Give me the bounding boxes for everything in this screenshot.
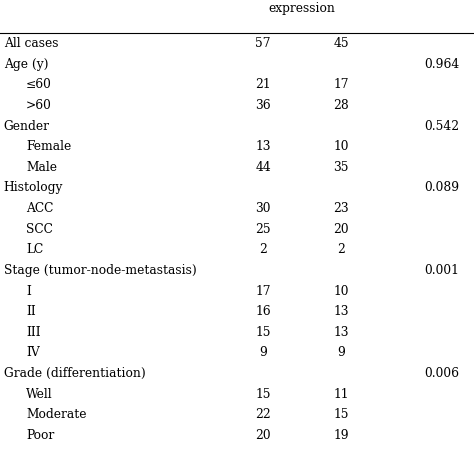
Text: Well: Well	[26, 388, 53, 401]
Text: Histology: Histology	[4, 182, 63, 194]
Text: 9: 9	[259, 346, 267, 359]
Text: 0.089: 0.089	[424, 182, 459, 194]
Text: 15: 15	[255, 388, 271, 401]
Text: 2: 2	[259, 243, 267, 256]
Text: 22: 22	[255, 408, 271, 421]
Text: 35: 35	[334, 161, 349, 174]
Text: Male: Male	[26, 161, 57, 174]
Text: 0.542: 0.542	[424, 119, 459, 133]
Text: 0.006: 0.006	[424, 367, 459, 380]
Text: 13: 13	[334, 326, 349, 339]
Text: >60: >60	[26, 99, 52, 112]
Text: III: III	[26, 326, 41, 339]
Text: 44: 44	[255, 161, 271, 174]
Text: Stage (tumor-node-metastasis): Stage (tumor-node-metastasis)	[4, 264, 197, 277]
Text: 20: 20	[255, 429, 271, 442]
Text: 16: 16	[255, 305, 271, 318]
Text: 25: 25	[255, 223, 271, 236]
Text: 20: 20	[334, 223, 349, 236]
Text: I: I	[26, 284, 31, 298]
Text: 57: 57	[255, 37, 271, 50]
Text: ≤60: ≤60	[26, 78, 52, 91]
Text: 2: 2	[337, 243, 345, 256]
Text: Gender: Gender	[4, 119, 50, 133]
Text: Grade (differentiation): Grade (differentiation)	[4, 367, 146, 380]
Text: 30: 30	[255, 202, 271, 215]
Text: 45: 45	[334, 37, 349, 50]
Text: 0.964: 0.964	[424, 58, 459, 71]
Text: Poor: Poor	[26, 429, 55, 442]
Text: 23: 23	[334, 202, 349, 215]
Text: 19: 19	[334, 429, 349, 442]
Text: Moderate: Moderate	[26, 408, 87, 421]
Text: Female: Female	[26, 140, 71, 153]
Text: 17: 17	[334, 78, 349, 91]
Text: Age (y): Age (y)	[4, 58, 48, 71]
Text: 13: 13	[334, 305, 349, 318]
Text: 21: 21	[255, 78, 271, 91]
Text: 28: 28	[333, 99, 349, 112]
Text: 11: 11	[334, 388, 349, 401]
Text: 10: 10	[334, 284, 349, 298]
Text: LC: LC	[26, 243, 43, 256]
Text: 36: 36	[255, 99, 271, 112]
Text: IV: IV	[26, 346, 40, 359]
Text: 0.001: 0.001	[424, 264, 459, 277]
Text: II: II	[26, 305, 36, 318]
Text: 15: 15	[334, 408, 349, 421]
Text: 13: 13	[255, 140, 271, 153]
Text: 10: 10	[334, 140, 349, 153]
Text: 9: 9	[337, 346, 345, 359]
Text: SCC: SCC	[26, 223, 53, 236]
Text: ACC: ACC	[26, 202, 54, 215]
Text: expression: expression	[269, 2, 336, 15]
Text: All cases: All cases	[4, 37, 58, 50]
Text: 17: 17	[255, 284, 271, 298]
Text: 15: 15	[255, 326, 271, 339]
